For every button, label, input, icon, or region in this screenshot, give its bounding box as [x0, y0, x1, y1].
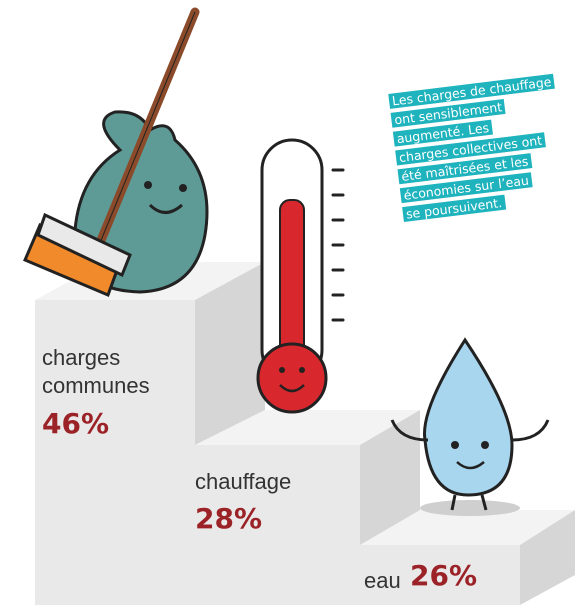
item-label: chauffage: [195, 468, 291, 496]
item-value: 26%: [410, 562, 477, 590]
item-value: 46%: [42, 410, 109, 438]
item-label: charges communes: [42, 344, 162, 400]
infographic: Les charges de chauffageont sensiblement…: [0, 0, 581, 616]
item-value: 28%: [195, 505, 262, 533]
item-label: eau: [364, 567, 401, 595]
